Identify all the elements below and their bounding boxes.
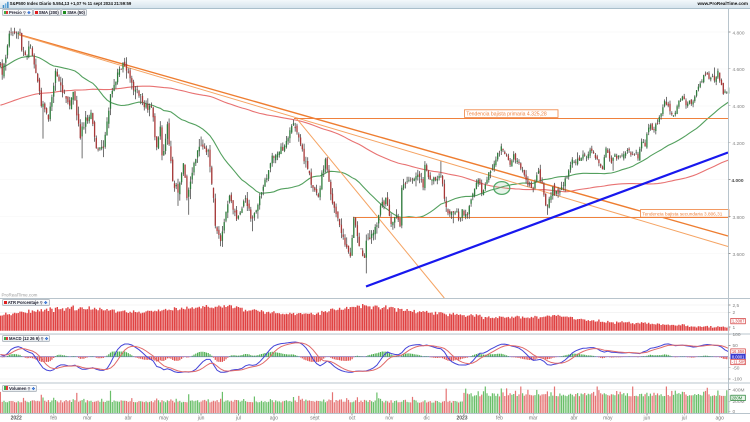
- svg-text:100: 100: [733, 332, 741, 338]
- svg-text:ProRealTime.com: ProRealTime.com: [2, 292, 38, 297]
- svg-text:jul: jul: [235, 415, 241, 421]
- svg-text:Tendencia bajista secundaria 3: Tendencia bajista secundaria 3.806,31: [642, 211, 722, 216]
- svg-text:abr: abr: [125, 415, 133, 421]
- svg-text:1: 1: [733, 325, 736, 331]
- svg-text:jun: jun: [197, 415, 205, 421]
- svg-text:abr: abr: [570, 415, 578, 421]
- svg-text:0: 0: [733, 409, 736, 415]
- svg-text:feb: feb: [50, 415, 57, 421]
- svg-text:400M: 400M: [733, 387, 745, 393]
- svg-text:sept: sept: [310, 415, 320, 421]
- svg-text:50: 50: [733, 343, 739, 349]
- svg-text:280M: 280M: [732, 395, 743, 400]
- svg-text:feb: feb: [496, 415, 503, 421]
- svg-text:oct: oct: [349, 415, 356, 421]
- svg-text:mar: mar: [83, 415, 92, 421]
- svg-text:jun: jun: [643, 415, 651, 421]
- svg-text:jul: jul: [681, 415, 687, 421]
- svg-text:nov: nov: [385, 415, 394, 421]
- svg-text:-11,505: -11,505: [732, 360, 746, 365]
- svg-text:2,5: 2,5: [733, 303, 740, 309]
- svg-text:ago: ago: [270, 415, 279, 421]
- svg-text:3.800: 3.800: [733, 215, 745, 221]
- svg-text:dic: dic: [423, 415, 430, 421]
- svg-text:3.600: 3.600: [733, 252, 745, 258]
- svg-text:4.600: 4.600: [733, 67, 745, 73]
- svg-text:mar: mar: [529, 415, 538, 421]
- svg-text:2: 2: [733, 310, 736, 316]
- svg-text:4.800: 4.800: [733, 30, 745, 36]
- svg-text:4.200: 4.200: [733, 141, 745, 147]
- svg-text:4.000: 4.000: [732, 178, 744, 184]
- svg-text:-100: -100: [733, 377, 743, 383]
- svg-text:2022: 2022: [11, 415, 22, 421]
- svg-text:-50: -50: [733, 366, 740, 372]
- svg-text:4.400: 4.400: [733, 104, 745, 110]
- svg-text:Tendencia bajista primaria 4.3: Tendencia bajista primaria 4.325,28: [466, 112, 547, 118]
- svg-text:2023: 2023: [456, 415, 467, 421]
- svg-text:1,3087: 1,3087: [732, 319, 745, 324]
- svg-text:ago: ago: [716, 415, 725, 421]
- svg-text:200M: 200M: [733, 399, 745, 405]
- svg-text:may: may: [159, 415, 169, 421]
- svg-text:16,556: 16,556: [732, 349, 745, 354]
- svg-text:may: may: [603, 415, 613, 421]
- svg-text:8,0001: 8,0001: [732, 354, 745, 359]
